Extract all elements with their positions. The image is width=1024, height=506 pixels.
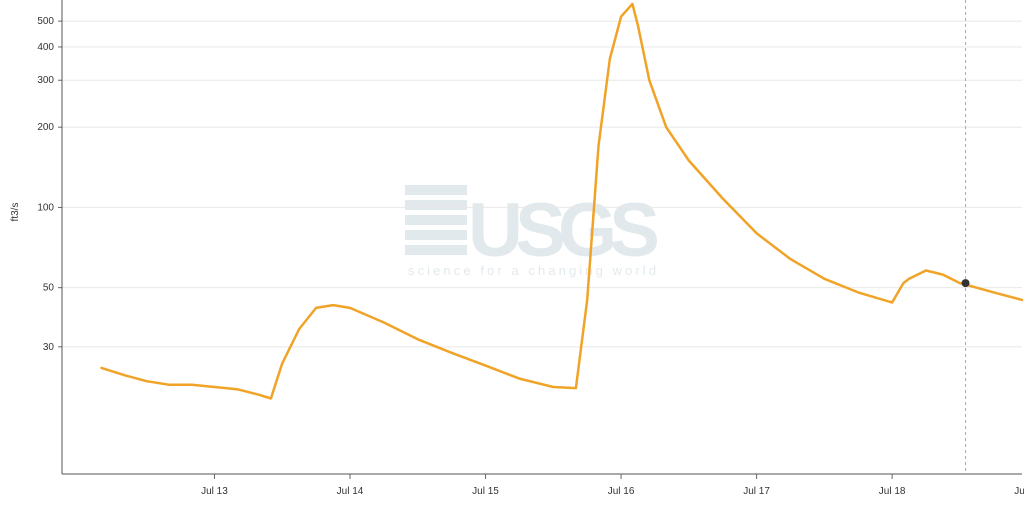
y-tick-label: 300 [37,75,54,86]
y-tick-label: 30 [43,342,55,353]
y-tick-label: 50 [43,283,55,294]
y-tick-label: 200 [37,122,54,133]
series-layer [100,0,1024,474]
x-tick-label: Jul 16 [608,486,635,497]
usgs-watermark-text: USGS [468,188,660,273]
axes: 30 50 100 200 300 400 500 Jul 13 Jul 14 Jul 15 Jul… [37,0,1024,497]
y-tick-label: 100 [37,202,54,213]
usgs-watermark: USGS science for a changing world [405,185,660,278]
grid-lines [62,20,1022,348]
y-axis-title: ft3/s [10,203,21,222]
x-tick-label: Jul 18 [879,486,906,497]
series-line [100,2,1024,400]
x-tick-label: Jul 14 [337,486,364,497]
x-tick-label: Jul 19 [1014,486,1024,497]
usgs-watermark-tagline: science for a changing world [408,263,656,278]
y-tick-label: 400 [37,42,54,53]
current-value-point [961,279,970,288]
usgs-logo-icon [405,185,467,255]
x-tick-label: Jul 13 [201,486,228,497]
x-tick-label: Jul 17 [743,486,770,497]
y-tick-label: 500 [37,16,54,27]
x-tick-label: Jul 15 [472,486,499,497]
